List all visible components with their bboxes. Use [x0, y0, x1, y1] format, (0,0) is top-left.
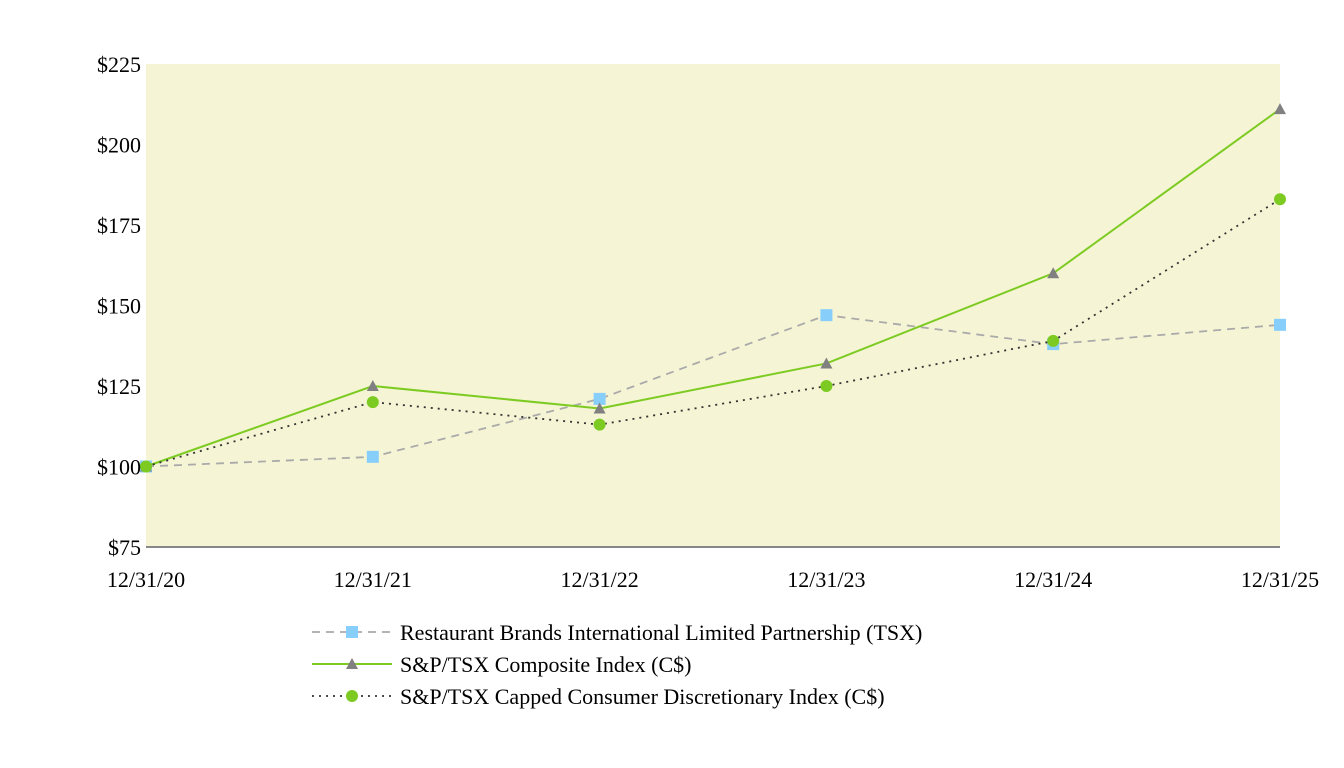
- legend-item: S&P/TSX Composite Index (C$): [312, 652, 692, 677]
- data-point: [1047, 267, 1060, 279]
- data-point: [1274, 103, 1286, 115]
- data-point: [140, 460, 152, 473]
- series-line: [145, 314, 1281, 468]
- data-point: [820, 380, 833, 392]
- data-point: [593, 418, 606, 431]
- legend-item: Restaurant Brands International Limited …: [312, 620, 922, 645]
- legend-marker-swatch: [346, 690, 358, 702]
- y-tick-label: $150: [97, 294, 141, 319]
- data-point: [366, 380, 379, 391]
- x-tick-label: 12/31/23: [787, 567, 865, 592]
- series-layer: [140, 103, 1286, 473]
- x-tick-label: 12/31/20: [107, 567, 185, 592]
- y-tick-label: $175: [97, 213, 141, 238]
- x-tick-label: 12/31/22: [560, 567, 638, 592]
- y-tick-label: $225: [97, 52, 141, 77]
- data-point: [593, 402, 606, 414]
- plot-area: [146, 64, 1280, 547]
- data-point: [1274, 318, 1286, 331]
- x-tick-label: 12/31/24: [1014, 567, 1092, 592]
- y-tick-label: $125: [97, 374, 141, 399]
- y-tick-label: $200: [97, 133, 141, 158]
- x-axis-ticks: 12/31/20 12/31/21 12/31/22 12/31/23 12/31/24…: [107, 567, 1319, 592]
- x-tick-label: 12/31/25: [1241, 567, 1319, 592]
- legend: Restaurant Brands International Limited …: [312, 620, 922, 709]
- series-line: [145, 108, 1281, 468]
- legend-marker-swatch: [346, 626, 358, 638]
- series-line: [145, 198, 1281, 468]
- legend-label: S&P/TSX Composite Index (C$): [400, 652, 692, 677]
- y-tick-label: $75: [108, 535, 141, 560]
- data-point: [593, 392, 606, 405]
- x-tick-label: 12/31/21: [334, 567, 412, 592]
- legend-label: Restaurant Brands International Limited …: [400, 620, 922, 645]
- data-point: [366, 450, 379, 463]
- y-axis-ticks: $75 $100 $125 $150 $175 $200 $225: [97, 52, 141, 560]
- data-point: [1274, 193, 1286, 206]
- legend-marker-swatch: [346, 658, 358, 669]
- series-3: [140, 193, 1286, 473]
- data-point: [820, 357, 833, 369]
- data-point: [1047, 334, 1060, 347]
- legend-label: S&P/TSX Capped Consumer Discretionary In…: [400, 684, 885, 709]
- data-point: [366, 396, 379, 409]
- data-point: [820, 309, 833, 322]
- y-tick-label: $100: [97, 455, 141, 480]
- legend-item: S&P/TSX Capped Consumer Discretionary In…: [312, 684, 885, 709]
